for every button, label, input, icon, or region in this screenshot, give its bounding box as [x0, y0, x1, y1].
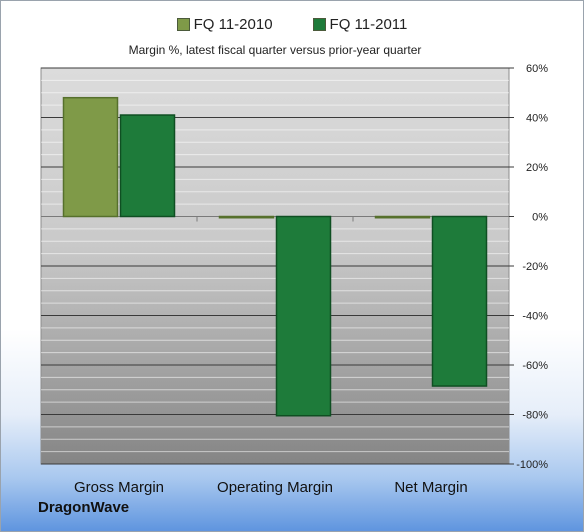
bar-net-margin-series-1	[374, 215, 431, 219]
y-tick-label: -20%	[522, 261, 548, 273]
legend-swatch-series-2	[312, 17, 326, 31]
legend-item-series-1: FQ 11-2010	[176, 14, 273, 34]
legend-item-series-2: FQ 11-2011	[312, 14, 408, 34]
y-tick-label: 40%	[526, 113, 548, 125]
bar-operating-margin-series-1	[218, 215, 275, 219]
company-name: DragonWave	[38, 499, 130, 516]
legend: FQ 11-2010 FQ 11-2011	[0, 14, 584, 34]
bar-operating-margin-series-2	[275, 215, 332, 417]
legend-label-series-1: FQ 11-2010	[193, 15, 273, 33]
bars	[62, 96, 488, 417]
y-tick-label: -40%	[522, 311, 548, 323]
y-tick-label: -60%	[522, 360, 548, 372]
x-tick-label: Operating Margin	[217, 479, 333, 496]
x-tick-label: Gross Margin	[74, 479, 164, 496]
y-axis-ticks: 60% 40% 20% 0% -20% -40% -60% -80% -100%	[509, 63, 548, 471]
major-gridlines	[41, 67, 509, 465]
legend-swatch-series-1	[176, 17, 190, 31]
bar-net-margin-series-2	[431, 215, 488, 387]
y-tick-label: 20%	[526, 162, 548, 174]
chart-title: Margin %, latest fiscal quarter versus p…	[128, 43, 422, 57]
x-tick-label: Net Margin	[394, 479, 467, 496]
y-tick-label: 60%	[526, 63, 548, 75]
x-axis-labels: Gross Margin Operating Margin Net Margin	[74, 479, 468, 496]
y-tick-label: -80%	[522, 410, 548, 422]
y-tick-label: 0%	[532, 212, 548, 224]
bar-gross-margin-series-2	[119, 114, 176, 218]
bar-gross-margin-series-1	[62, 96, 119, 218]
minor-gridlines	[41, 79, 509, 453]
legend-label-series-2: FQ 11-2011	[329, 15, 408, 33]
y-tick-label: -100%	[516, 459, 548, 471]
